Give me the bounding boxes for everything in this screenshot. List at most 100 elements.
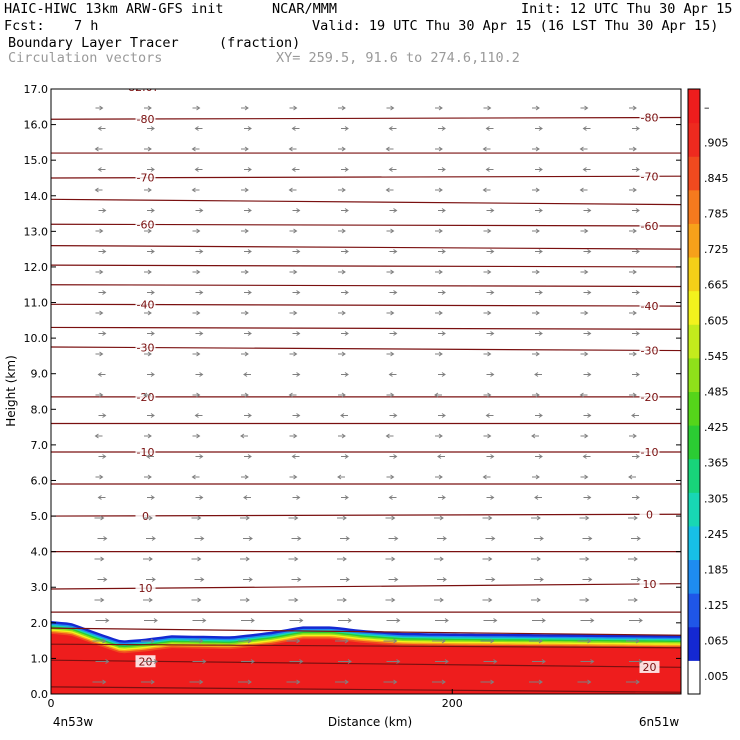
vector-head-309 [538,167,543,172]
vector-arrow [386,105,395,111]
vector-head-134 [199,454,204,459]
vector-arrow [386,269,395,275]
colorbar-label-11: .665 [704,279,729,292]
vector-arrow [337,556,347,562]
vector-head-240 [99,269,104,275]
vector-arrow [485,167,494,172]
temp-label-bg-3-1 [639,299,660,312]
vector-head-239 [635,290,640,295]
vector-arrow [288,146,297,152]
vector-head-269 [341,228,346,234]
vector-arrow [438,126,446,131]
colorbar-label-6: .365 [704,457,729,470]
vector-arrow [582,536,593,541]
vector-arrow [143,597,153,603]
vector-arrow [244,167,252,172]
vector-head-102 [391,515,396,521]
vector-arrow [434,392,442,398]
colorbar-label-9: .545 [704,350,729,363]
vector-arrow [582,167,591,172]
vector-arrow [482,597,493,603]
vector-head-42 [396,618,401,623]
vector-arrow [580,659,595,664]
vector-head-180 [97,372,102,377]
contour-line-3 [51,244,681,250]
vector-head-163 [441,413,446,418]
vector-arrow [240,433,248,439]
vector-head-300 [97,167,102,172]
vector-arrow [535,413,543,418]
vector-head-35 [635,638,640,644]
vector-head-305 [344,167,349,172]
colorbar-frame [687,88,701,695]
contour-line-11 [51,627,681,636]
vector-head-89 [345,536,350,541]
vector-arrow [341,454,349,459]
vector-head-203 [632,351,637,357]
vector-arrow [94,187,103,193]
vector-arrow [292,413,301,418]
vector-head-128 [482,474,487,480]
vector-head-302 [194,167,199,172]
y-tick-label-14: 14.0 [24,190,49,203]
vector-head-104 [488,515,493,521]
vector-arrow [438,372,446,377]
vector-arrow [434,556,444,562]
vector-head-77 [342,556,347,562]
vector-head-333 [538,126,543,131]
header-field: Boundary Layer Tracer [8,35,179,51]
vector-head-108 [97,495,102,500]
vector-head-109 [150,495,155,500]
vector-head-217 [147,310,152,316]
vector-arrow [292,208,301,213]
vector-arrow [629,105,637,111]
x-end-label-left: 4n53w [53,715,94,729]
vector-head-30 [393,638,398,644]
vector-head-256 [296,249,301,254]
vector-arrow [486,495,495,500]
vector-head-336 [99,105,104,111]
vector-head-69 [539,577,544,582]
vector-head-61 [151,577,156,582]
vector-head-160 [296,413,301,418]
vector-arrow [241,310,249,316]
vector-head-254 [199,249,204,254]
vector-head-325 [150,126,155,131]
vector-head-95 [636,536,641,541]
vector-arrow [582,126,591,131]
vector-head-45 [541,618,546,623]
vector-head-9 [538,679,543,685]
vector-arrow [579,187,588,193]
vector-arrow [98,454,107,459]
vector-head-285 [538,208,543,213]
vector-arrow [437,454,445,459]
vector-head-87 [248,536,253,541]
colorbar-label-13: .785 [704,208,729,221]
vector-head-230 [199,290,204,295]
vector-head-200 [487,351,492,357]
vector-arrow [98,331,107,336]
vector-head-293 [341,187,346,193]
vector-arrow [241,351,249,357]
vector-arrow [389,413,398,418]
vector-arrow [631,413,639,418]
vector-arrow [583,331,592,336]
vector-head-274 [584,228,589,234]
vector-head-146 [196,433,201,439]
y-tick-label-8: 8.0 [31,403,49,416]
vector-arrow [288,187,297,193]
vector-arrow [289,269,298,275]
vector-arrow [483,433,492,439]
vector-arrow [532,105,540,111]
vector-arrow [338,269,346,275]
vector-head-156 [102,413,107,418]
vector-head-339 [244,105,249,111]
vector-head-288 [94,187,99,193]
vector-head-105 [536,515,541,521]
vector-head-264 [99,228,104,234]
vector-head-222 [390,310,395,316]
temp-label-bg-4-1 [639,344,660,357]
temp-label-bg-5-1 [639,390,660,403]
vector-arrow [531,433,539,439]
vector-arrow [435,433,443,439]
